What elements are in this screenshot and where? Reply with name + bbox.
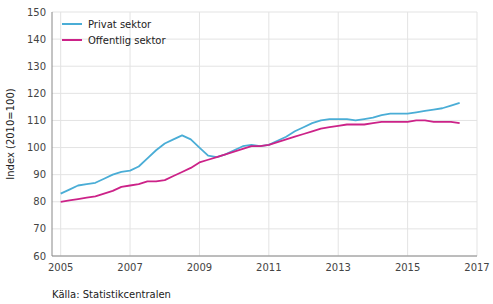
x-grid-line [130,12,131,256]
legend: Privat sektor Offentlig sektor [62,19,166,46]
source-note: Källa: Statistikcentralen [52,289,171,300]
y-tick-label: 150 [27,7,46,18]
axes: 60 70 80 90 100 110 120 130 140 150 2005 2007 2009 20… [27,7,490,274]
x-grid-line [407,12,408,256]
x-grid-line [60,12,61,256]
y-tick-label: 120 [27,88,46,99]
legend-label: Offentlig sektor [88,35,166,46]
y-grid-line [52,147,477,148]
lines [61,103,460,202]
y-tick-label: 60 [33,251,46,262]
x-grid-line [268,12,269,256]
y-grid-line [52,256,477,257]
y-grid-line [52,93,477,94]
y-tick-label: 80 [33,196,46,207]
y-tick-label: 100 [27,142,46,153]
x-tick-label: 2015 [395,262,420,273]
y-tick-label: 130 [27,61,46,72]
y-tick-label: 90 [33,169,46,180]
x-grid-line [477,12,478,256]
series-line [61,103,460,194]
x-tick-label: 2017 [464,262,489,273]
y-axis-label: Index (2010=100) [5,88,16,180]
grid [52,12,477,256]
y-tick-label: 70 [33,223,46,234]
chart: 60 70 80 90 100 110 120 130 140 150 2005 2007 2009 20… [0,0,493,304]
y-tick-label: 110 [27,115,46,126]
legend-swatch [62,39,82,41]
y-grid-line [52,201,477,202]
series-line [61,120,460,201]
x-tick-label: 2013 [325,262,350,273]
x-grid-line [199,12,200,256]
x-tick-label: 2009 [187,262,212,273]
x-grid-line [338,12,339,256]
x-axis-line [52,256,477,257]
x-tick-label: 2005 [48,262,73,273]
y-grid-line [52,12,477,13]
legend-label: Privat sektor [88,19,152,30]
y-axis-line [52,12,53,256]
y-tick-label: 140 [27,34,46,45]
y-grid-line [52,66,477,67]
y-grid-line [52,228,477,229]
legend-swatch [62,23,82,25]
x-tick-label: 2011 [256,262,281,273]
x-tick-label: 2007 [117,262,142,273]
